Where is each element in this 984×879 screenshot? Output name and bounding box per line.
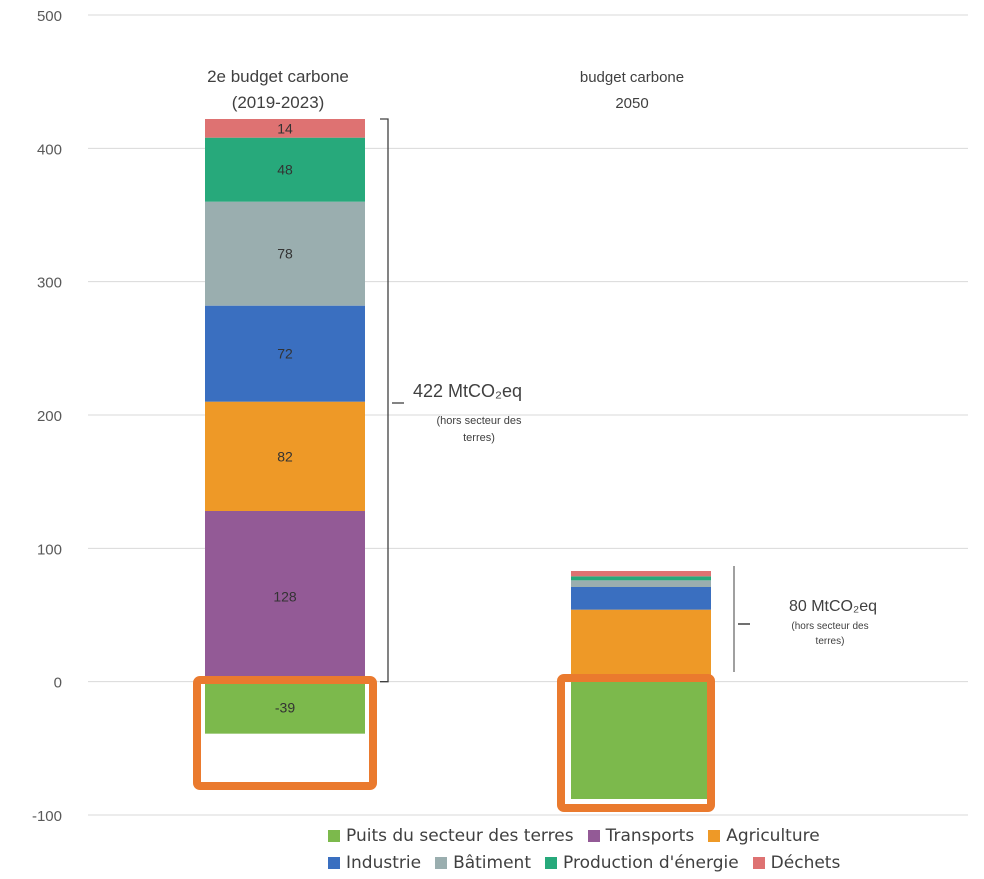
legend-swatch: [587, 829, 600, 842]
total-annotation: 80 MtCO₂eq: [789, 598, 877, 615]
bar-segment: [571, 681, 711, 799]
annotation-note: terres): [816, 636, 845, 647]
annotation-note: (hors secteur des: [791, 621, 868, 632]
bar-segment: [571, 576, 711, 581]
legend-swatch: [328, 856, 340, 869]
bar-segment: [205, 137, 365, 202]
category-label: 2e budget carbone: [207, 67, 349, 86]
legend-label: Production d'énergie: [563, 852, 739, 873]
legend-swatch: [545, 856, 557, 869]
y-tick-label: 0: [54, 675, 62, 692]
legend-swatch: [435, 856, 448, 869]
y-tick-label: 300: [37, 275, 62, 292]
y-tick-label: -100: [32, 808, 62, 825]
data-label: 48: [277, 162, 293, 178]
bar-segment: [571, 587, 711, 610]
highlight-box: [193, 676, 377, 790]
legend-item-transports: Transports: [587, 825, 695, 846]
legend-label: Déchets: [770, 852, 841, 873]
bar-segment: [205, 401, 365, 511]
legend-item-dechets: Déchets: [752, 852, 841, 873]
legend-label: Industrie: [346, 852, 422, 873]
legend-label: Transports: [605, 825, 695, 846]
legend-label: Puits du secteur des terres: [346, 825, 574, 846]
annotation-note: terres): [463, 432, 495, 444]
highlight-box: [557, 674, 715, 812]
legend: Puits du secteur des terres Transports A…: [328, 822, 978, 876]
data-label: 128: [273, 588, 297, 604]
bar-segment: [571, 609, 711, 682]
total-annotation: 422 MtCO₂eq: [413, 381, 522, 401]
category-label: 2050: [615, 95, 648, 112]
legend-item-production-energie: Production d'énergie: [545, 853, 739, 873]
bar-segment: [205, 681, 365, 734]
legend-row-2: Industrie Bâtiment Production d'énergie …: [328, 849, 978, 876]
bar-segment: [205, 305, 365, 402]
total-bracket: [380, 118, 389, 683]
data-label: 82: [277, 448, 293, 464]
data-label: -39: [275, 700, 295, 716]
annotation-note: (hors secteur des: [437, 415, 522, 427]
legend-item-agriculture: Agriculture: [708, 826, 820, 846]
legend-item-industrie: Industrie: [328, 853, 421, 873]
bar-segment: [571, 580, 711, 587]
data-label: 78: [277, 246, 293, 262]
legend-swatch: [752, 856, 765, 869]
category-label: (2019-2023): [232, 93, 325, 112]
legend-row-1: Puits du secteur des terres Transports A…: [328, 822, 978, 849]
category-label: budget carbone: [580, 69, 684, 86]
data-label: 72: [277, 346, 293, 362]
legend-label: Bâtiment: [453, 852, 531, 873]
bar-segment: [205, 201, 365, 306]
bar-segment: [205, 119, 365, 138]
y-tick-label: 500: [37, 8, 62, 25]
legend-swatch: [708, 829, 721, 842]
data-label: 14: [277, 120, 293, 136]
bar-segment: [571, 571, 711, 577]
legend-swatch: [328, 829, 340, 842]
legend-label: Agriculture: [726, 825, 820, 846]
y-tick-label: 200: [37, 408, 62, 425]
bar-segment: [205, 511, 365, 682]
legend-item-batiment: Bâtiment: [435, 853, 531, 873]
y-tick-label: 100: [37, 541, 62, 558]
y-tick-label: 400: [37, 141, 62, 158]
legend-item-puits: Puits du secteur des terres: [328, 826, 574, 846]
